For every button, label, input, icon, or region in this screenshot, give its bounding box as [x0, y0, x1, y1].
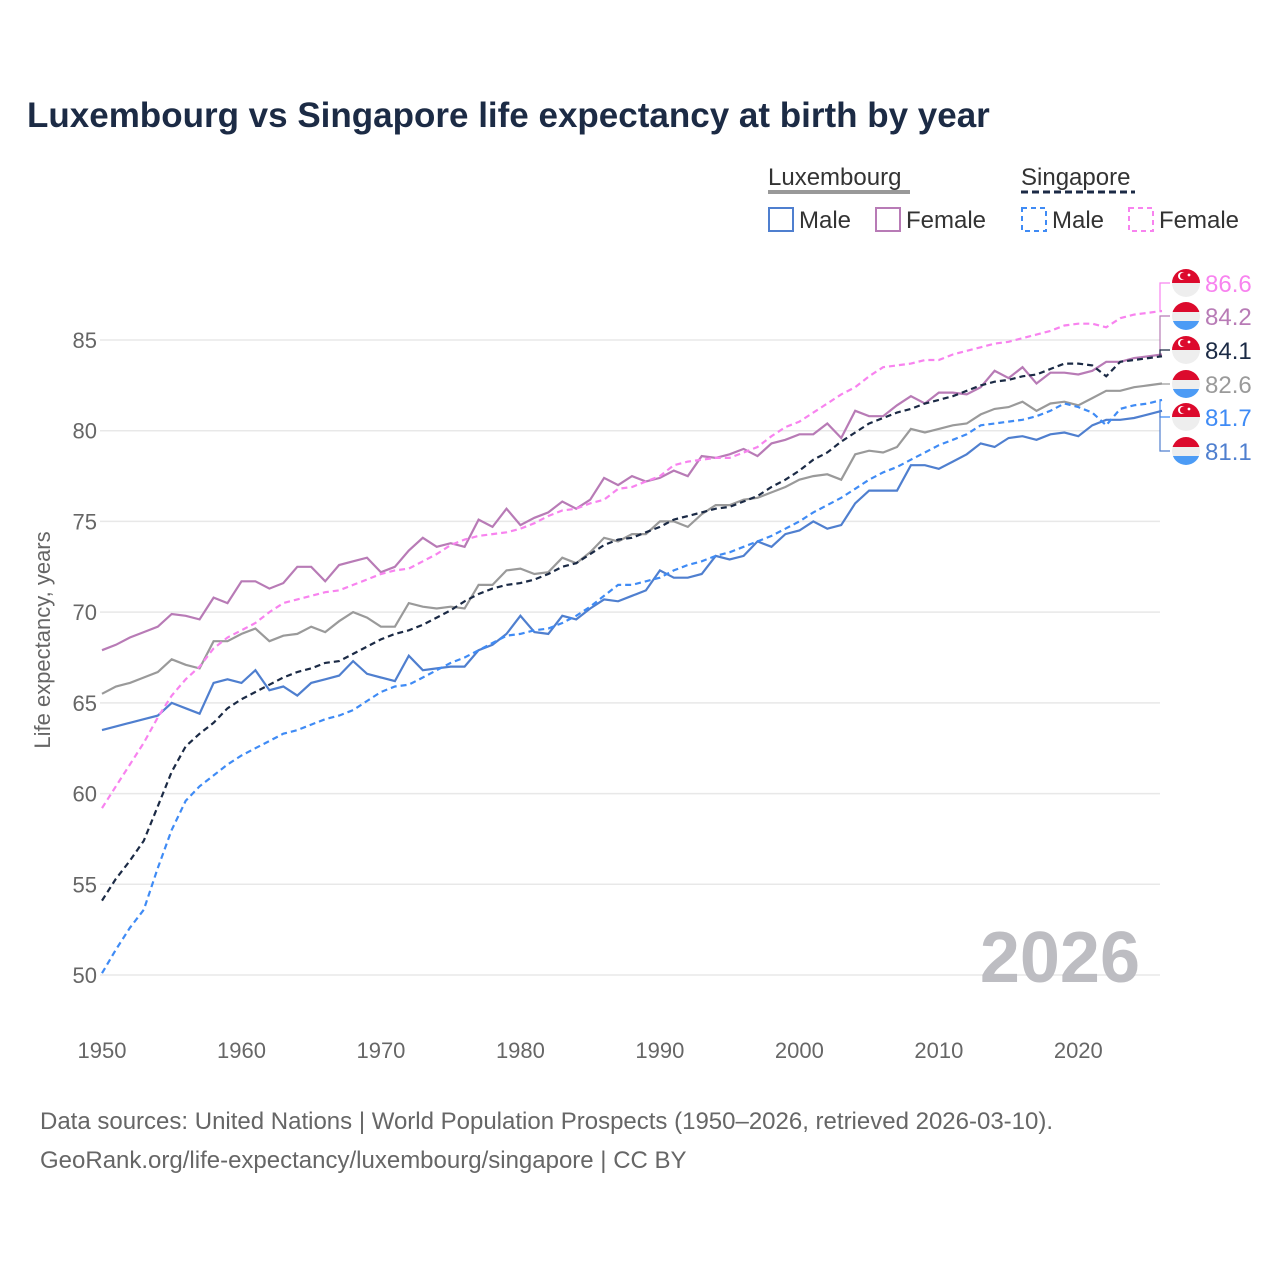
x-tick-label: 2010 — [914, 1038, 963, 1063]
legend: Luxembourg Male Female Singapore Male Fe… — [768, 164, 1239, 234]
end-value-label: 84.2 — [1205, 304, 1252, 331]
legend-lux-female-swatch — [875, 207, 901, 232]
x-tick-label: 1970 — [356, 1038, 405, 1063]
source-line-2[interactable]: GeoRank.org/life-expectancy/luxembourg/s… — [40, 1147, 687, 1174]
legend-lux-male[interactable]: Male — [799, 207, 851, 234]
end-value-label: 81.1 — [1205, 439, 1252, 466]
end-value-label: 86.6 — [1205, 271, 1252, 298]
series-line-luxembourg — [101, 382, 1163, 695]
legend-group-singapore: Singapore — [1021, 164, 1130, 191]
y-tick-label: 80 — [73, 419, 97, 444]
series-line-luxembourg-male — [101, 409, 1163, 732]
x-tick-label: 2000 — [775, 1038, 824, 1063]
chart-title: Luxembourg vs Singapore life expectancy … — [27, 96, 990, 135]
y-tick-label: 55 — [73, 872, 97, 897]
end-connector — [1159, 410, 1170, 452]
y-axis-ticks: 50 55 60 65 70 75 80 85 — [73, 328, 97, 988]
x-tick-label: 1990 — [635, 1038, 684, 1063]
legend-lux-male-swatch — [768, 207, 794, 232]
luxembourg-flag-icon — [1172, 370, 1200, 398]
x-tick-label: 1950 — [78, 1038, 127, 1063]
legend-lux-female[interactable]: Female — [906, 207, 986, 234]
series-lines — [101, 309, 1163, 974]
legend-sg-female[interactable]: Female — [1159, 207, 1239, 234]
y-tick-label: 65 — [73, 691, 97, 716]
grid — [100, 339, 1160, 976]
singapore-flag-icon — [1172, 269, 1200, 297]
x-axis-ticks: 1950 1960 1970 1980 1990 2000 2010 2020 — [78, 1038, 1103, 1063]
singapore-flag-icon — [1172, 336, 1200, 364]
end-connector — [1159, 399, 1170, 418]
source-line-1: Data sources: United Nations | World Pop… — [40, 1108, 1054, 1135]
luxembourg-flag-icon — [1172, 302, 1200, 330]
end-value-label: 84.1 — [1205, 338, 1252, 365]
singapore-flag-icon — [1172, 403, 1200, 431]
y-tick-label: 50 — [73, 963, 97, 988]
y-axis-label: Life expectancy, years — [30, 531, 55, 748]
end-connector — [1159, 315, 1170, 356]
legend-sg-male[interactable]: Male — [1052, 207, 1104, 234]
series-line-singapore — [101, 355, 1163, 902]
y-tick-label: 75 — [73, 509, 97, 534]
luxembourg-flag-icon — [1172, 437, 1200, 465]
year-watermark: 2026 — [980, 918, 1140, 998]
series-line-singapore-female — [101, 309, 1163, 809]
x-tick-label: 1980 — [496, 1038, 545, 1063]
y-tick-label: 85 — [73, 328, 97, 353]
legend-group-luxembourg: Luxembourg — [768, 164, 901, 191]
x-tick-label: 2020 — [1054, 1038, 1103, 1063]
y-tick-label: 60 — [73, 782, 97, 807]
x-tick-label: 1960 — [217, 1038, 266, 1063]
legend-sg-male-swatch — [1021, 207, 1047, 232]
end-value-label: 81.7 — [1205, 405, 1252, 432]
end-connector — [1159, 349, 1170, 357]
y-tick-label: 70 — [73, 600, 97, 625]
end-labels: 86.6 84.2 84.1 82.6 81.7 81.1 — [1159, 269, 1252, 466]
end-value-label: 82.6 — [1205, 372, 1252, 399]
end-connector — [1159, 282, 1170, 312]
legend-sg-female-swatch — [1128, 207, 1154, 232]
series-line-luxembourg-female — [101, 353, 1163, 652]
